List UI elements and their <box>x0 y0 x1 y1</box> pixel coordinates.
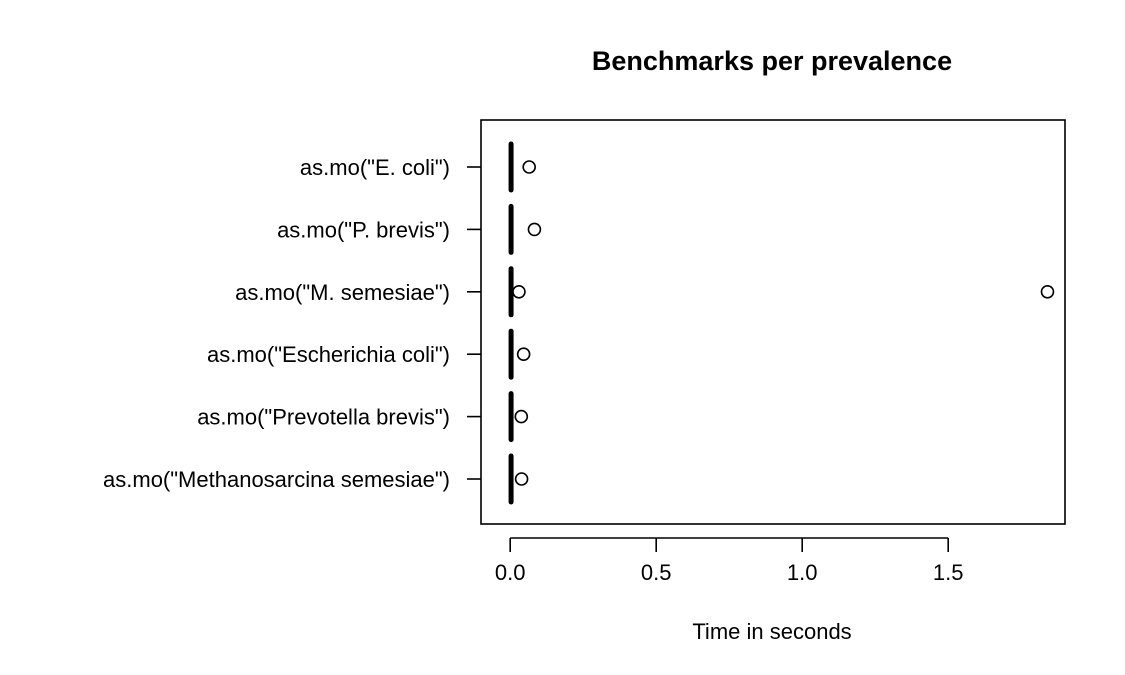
x-axis: 0.0 0.5 1.0 1.5 <box>495 537 964 585</box>
y-tick-label: as.mo("Methanosarcina semesiae") <box>103 467 450 492</box>
x-tick-label: 0.0 <box>495 560 526 585</box>
outlier-point <box>512 284 526 299</box>
x-tick-label: 1.0 <box>787 560 818 585</box>
plot-marks <box>508 141 1055 505</box>
x-axis-label: Time in seconds <box>692 619 851 644</box>
y-axis: as.mo("E. coli") as.mo("P. brevis") as.mo(… <box>103 155 481 492</box>
y-tick-label: as.mo("M. semesiae") <box>235 280 450 305</box>
x-tick-label: 0.5 <box>641 560 672 585</box>
y-tick-label: as.mo("Escherichia coli") <box>207 342 450 367</box>
outlier-point <box>514 472 529 486</box>
outlier-point <box>1040 284 1055 299</box>
y-tick-label: as.mo("P. brevis") <box>277 217 450 242</box>
plot-frame <box>480 119 1066 525</box>
chart-title: Benchmarks per prevalence <box>592 46 952 76</box>
y-tick-label: as.mo("E. coli") <box>300 155 450 180</box>
outlier-point <box>522 160 536 174</box>
y-tick-label: as.mo("Prevotella brevis") <box>197 405 450 430</box>
x-tick-label: 1.5 <box>933 560 964 585</box>
outlier-point <box>527 222 542 237</box>
outlier-point <box>516 347 531 362</box>
outlier-point <box>514 409 529 424</box>
